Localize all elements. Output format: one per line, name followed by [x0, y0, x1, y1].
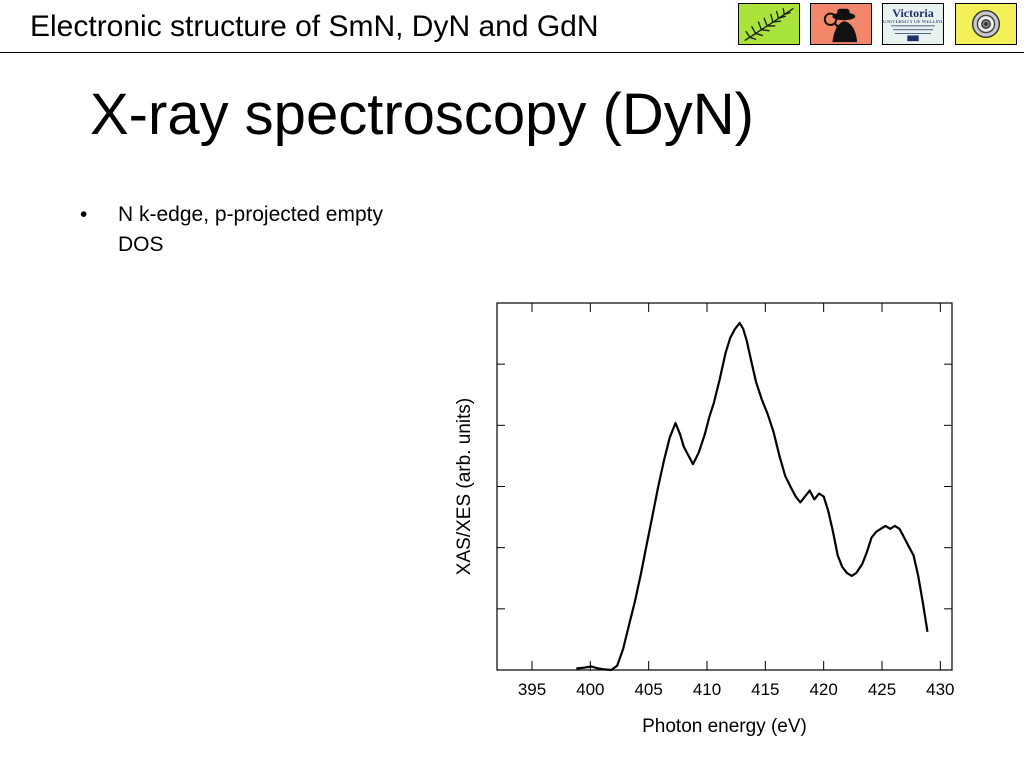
- bullet-marker: •: [80, 203, 88, 226]
- x-tick-label: 425: [868, 680, 896, 699]
- series-line-0: [576, 321, 929, 672]
- x-tick-label: 430: [926, 680, 954, 699]
- header-divider: [0, 52, 1024, 53]
- victoria-university-logo: Victoria UNIVERSITY OF WELLINGTON: [882, 3, 944, 45]
- x-tick-label: 400: [576, 680, 604, 699]
- victoria-name: Victoria: [892, 6, 934, 20]
- bullet-text: N k-edge, p-projected empty DOS: [118, 203, 383, 256]
- detective-icon: [810, 3, 872, 45]
- x-tick-label: 415: [751, 680, 779, 699]
- y-axis-label: XAS/XES (arb. units): [454, 398, 475, 575]
- bullet-list: • N k-edge, p-projected empty DOS: [80, 200, 418, 260]
- header-title: Electronic structure of SmN, DyN and GdN: [30, 10, 599, 43]
- spiral-icon: [955, 3, 1017, 45]
- fern-icon: [738, 3, 800, 45]
- x-tick-label: 395: [518, 680, 546, 699]
- x-tick-label: 405: [634, 680, 662, 699]
- x-axis-label: Photon energy (eV): [642, 716, 807, 737]
- victoria-subtitle: UNIVERSITY OF WELLINGTON: [883, 20, 943, 25]
- bullet-item: • N k-edge, p-projected empty DOS: [80, 200, 418, 260]
- xas-xes-chart: 395 400 405 410 415 420 425 430 Photon energy (e…: [454, 302, 955, 737]
- x-tick-label: 410: [693, 680, 721, 699]
- slide-title: X-ray spectroscopy (DyN): [90, 82, 754, 147]
- x-tick-label: 420: [809, 680, 837, 699]
